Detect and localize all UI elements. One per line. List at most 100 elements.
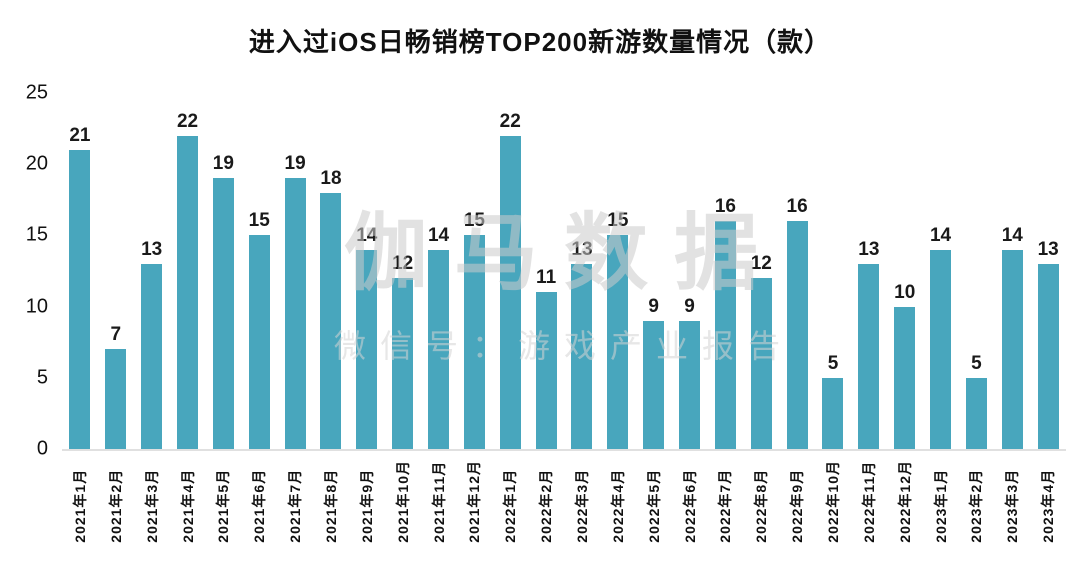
bar-value-label: 15 [463,210,485,232]
bar-column: 19 [277,93,313,449]
bar-value-label: 15 [607,210,629,232]
x-axis-cell: 2022年1月 [492,451,528,543]
x-axis-cell: 2021年7月 [277,451,313,543]
x-axis-cell: 2021年4月 [170,451,206,543]
bar [141,263,163,449]
x-axis-cell: 2021年1月 [62,451,98,543]
bar [643,320,665,449]
x-axis-cell: 2022年5月 [636,451,672,543]
bar-value-label: 16 [786,196,808,218]
x-axis-cell: 2022年7月 [707,451,743,543]
bar [356,249,378,449]
bar-value-label: 12 [750,253,772,275]
plot-area: 21 7 13 22 19 15 19 18 14 12 14 15 22 11 13 15 9 9 16 12 16 5… [62,93,1066,451]
x-axis-label: 2022年8月 [753,468,770,543]
bar-value-label: 19 [284,153,306,175]
bar-column: 21 [62,93,98,449]
y-axis: 0 5 10 15 20 25 [14,82,62,460]
bar [786,221,808,449]
y-axis-tick-label: 10 [25,295,48,318]
bar-column: 13 [851,93,887,449]
bar [69,149,91,449]
bar-value-label: 13 [141,238,163,260]
bar-value-label: 18 [320,167,342,189]
x-axis-label: 2021年1月 [71,468,88,543]
bar-value-label: 13 [571,238,593,260]
bar-column: 18 [313,93,349,449]
x-axis-label: 2021年8月 [322,468,339,543]
x-axis-cell: 2021年9月 [349,451,385,543]
bar-value-label: 21 [69,124,91,146]
x-axis-cell: 2021年6月 [241,451,277,543]
bar [571,263,593,449]
x-axis-cell: 2022年4月 [600,451,636,543]
x-axis-label: 2023年3月 [1004,468,1021,543]
y-axis-tick-label: 15 [25,223,48,246]
bar-value-label: 13 [858,238,880,260]
x-axis-label: 2021年9月 [358,468,375,543]
bar-value-label: 14 [1001,224,1023,246]
x-axis-cell: 2022年9月 [779,451,815,543]
x-axis-label: 2022年7月 [717,468,734,543]
x-axis-label: 2021年10月 [394,460,411,543]
x-axis-label: 2021年11月 [430,460,447,543]
bar [607,235,629,449]
bar-column: 22 [492,93,528,449]
x-axis-label: 2022年3月 [573,468,590,543]
x-axis-cell: 2023年4月 [1030,451,1066,543]
bar-column: 16 [707,93,743,449]
bar-column: 12 [385,93,421,449]
x-axis-label: 2021年4月 [179,468,196,543]
bar [965,377,987,449]
bar-column: 5 [815,93,851,449]
x-axis-label: 2023年4月 [1040,468,1057,543]
bar-column: 15 [456,93,492,449]
x-axis-label: 2023年1月 [932,468,949,543]
bar [930,249,952,449]
bar [535,292,557,449]
bar-column: 5 [958,93,994,449]
bar [750,278,772,449]
x-axis-cell: 2021年10月 [385,451,421,543]
bar-column: 16 [779,93,815,449]
bar [714,221,736,449]
bar-column: 9 [672,93,708,449]
bar [177,135,198,449]
bar-column: 19 [205,93,241,449]
x-axis-cell: 2022年12月 [887,451,923,543]
x-axis-label: 2022年6月 [681,468,698,543]
bar-column: 14 [349,93,385,449]
bar-column: 12 [743,93,779,449]
bar-column: 10 [887,93,923,449]
x-axis-cell: 2023年1月 [923,451,959,543]
bar [1037,263,1059,449]
plot-wrap: 21 7 13 22 19 15 19 18 14 12 14 15 22 11 13 15 9 9 16 12 16 5… [62,93,1066,543]
x-axis-label: 2022年9月 [789,468,806,543]
bar-value-label: 16 [714,196,736,218]
bar-value-label: 9 [648,295,659,317]
bar-column: 7 [98,93,134,449]
x-axis: 2021年1月 2021年2月 2021年3月 2021年4月 2021年5月 2021年… [62,451,1066,543]
x-axis-label: 2022年2月 [538,468,555,543]
bar-value-label: 7 [110,324,122,346]
x-axis-cell: 2021年11月 [421,451,457,543]
bar-column: 22 [170,93,206,449]
bar-value-label: 14 [356,224,378,246]
x-axis-label: 2021年3月 [143,468,160,543]
x-axis-label: 2022年1月 [502,468,519,543]
bar-column: 13 [134,93,170,449]
bar [392,278,414,449]
bar-column: 14 [994,93,1030,449]
y-axis-tick-label: 25 [25,81,48,104]
bar-value-label: 22 [499,110,521,132]
bar-value-label: 5 [827,352,839,374]
bar-column: 13 [1030,93,1066,449]
x-axis-label: 2021年7月 [287,468,304,543]
x-axis-cell: 2021年2月 [98,451,134,543]
x-axis-cell: 2022年3月 [564,451,600,543]
x-axis-label: 2021年5月 [215,468,232,543]
bar-value-label: 9 [684,295,695,317]
x-axis-cell: 2021年12月 [456,451,492,543]
bar-value-label: 12 [392,253,414,275]
